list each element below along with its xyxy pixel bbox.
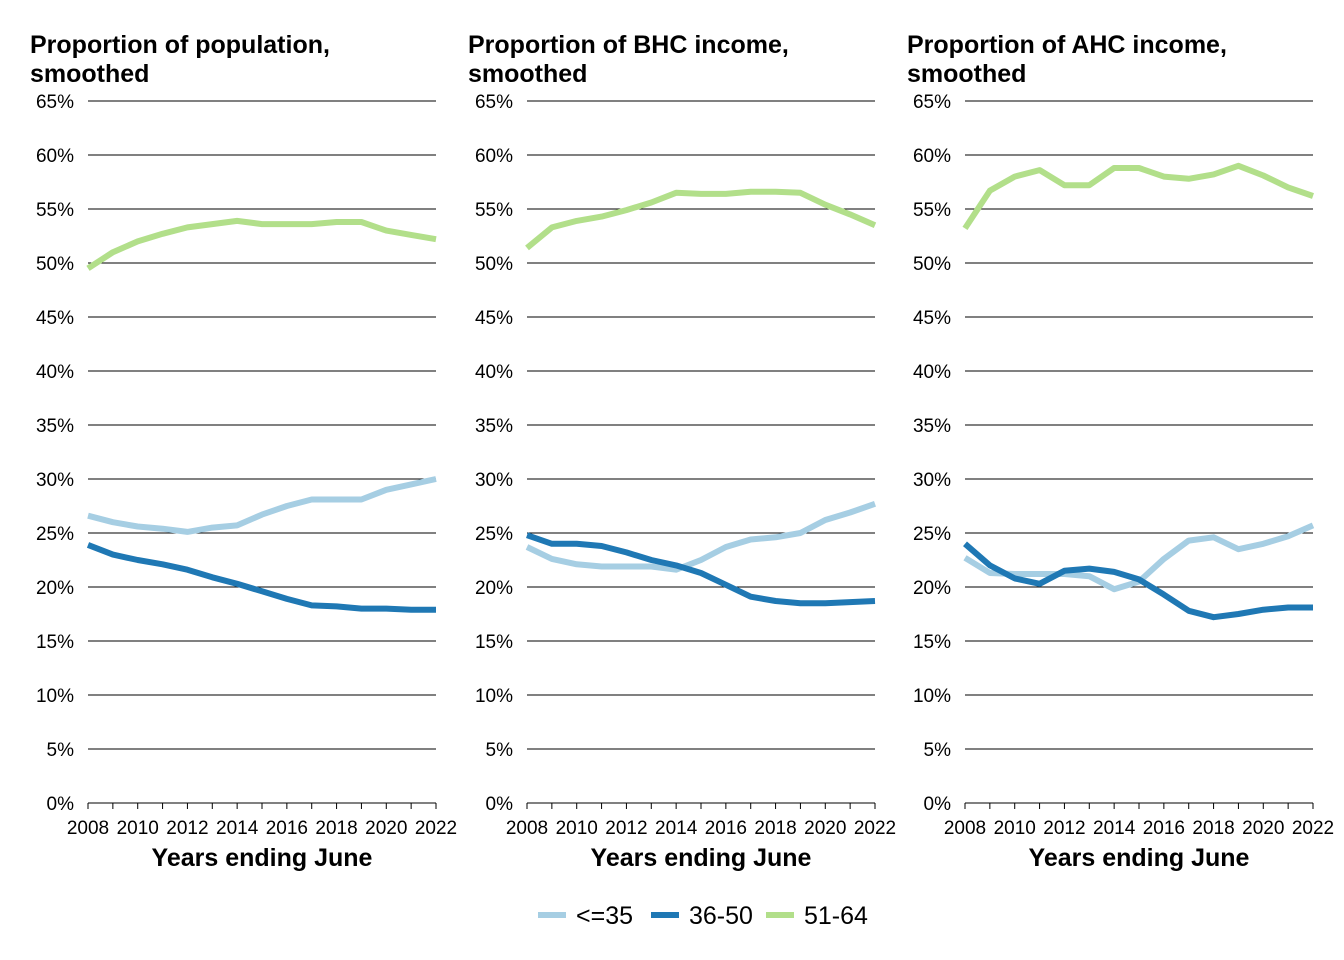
panel-1: Proportion of population, smoothed 0% 5% 10%… xyxy=(30,31,457,872)
x-axis-label: Years ending June xyxy=(152,844,373,872)
y-tick-label: 5% xyxy=(924,740,952,761)
y-tick-label: 10% xyxy=(475,686,513,707)
x-tick-label: 2018 xyxy=(315,818,357,839)
x-tick-label: 2012 xyxy=(1043,818,1085,839)
y-tick-label: 0% xyxy=(924,794,952,815)
x-tick-label: 2012 xyxy=(166,818,208,839)
x-tick-label: 2020 xyxy=(365,818,407,839)
x-axis-label: Years ending June xyxy=(1029,844,1250,872)
panel-title: Proportion of BHC income, smoothed xyxy=(468,31,789,88)
y-tick-label: 45% xyxy=(36,308,74,329)
y-tick-label: 50% xyxy=(913,254,951,275)
legend: <=35 36-50 51-64 xyxy=(538,902,868,930)
y-tick-label: 15% xyxy=(913,632,951,653)
x-tick-label: 2020 xyxy=(1242,818,1284,839)
y-tick-label: 60% xyxy=(913,146,951,167)
panel-2: Proportion of BHC income, smoothed 0% 5% 10%… xyxy=(468,31,896,872)
y-tick-label: 40% xyxy=(913,362,951,383)
series-line-p51-64 xyxy=(962,162,1314,231)
y-tick-label: 15% xyxy=(36,632,74,653)
y-tick-label: 35% xyxy=(913,416,951,437)
x-tick-label: 2016 xyxy=(1143,818,1185,839)
x-tick-label: 2016 xyxy=(705,818,747,839)
x-tick-label: 2016 xyxy=(266,818,308,839)
y-tick-label: 25% xyxy=(36,524,74,545)
x-tick-label: 2018 xyxy=(754,818,796,839)
panel-title-line: smoothed xyxy=(30,60,149,88)
series-line-p51-64 xyxy=(525,188,877,251)
y-tick-label: 10% xyxy=(36,686,74,707)
x-tick-label: 2014 xyxy=(1093,818,1136,839)
y-tick-label: 45% xyxy=(475,308,513,329)
y-tick-label: 25% xyxy=(475,524,513,545)
legend-label: 36-50 xyxy=(689,902,753,930)
series-line-p36-50 xyxy=(526,532,876,607)
x-tick-label: 2022 xyxy=(415,818,457,839)
legend-label: 51-64 xyxy=(804,902,868,930)
x-tick-label: 2010 xyxy=(994,818,1036,839)
y-tick-label: 20% xyxy=(475,578,513,599)
series-line-p36-50 xyxy=(963,541,1313,621)
x-tick-label: 2008 xyxy=(944,818,986,839)
y-tick-label: 0% xyxy=(486,794,514,815)
y-tick-label: 55% xyxy=(475,200,513,221)
x-tick-label: 2008 xyxy=(506,818,548,839)
y-tick-label: 50% xyxy=(36,254,74,275)
y-tick-label: 30% xyxy=(475,470,513,491)
y-tick-label: 5% xyxy=(47,740,75,761)
y-tick-label: 0% xyxy=(47,794,75,815)
x-tick-label: 2014 xyxy=(216,818,259,839)
x-tick-label: 2018 xyxy=(1192,818,1234,839)
y-tick-label: 20% xyxy=(36,578,74,599)
y-tick-label: 25% xyxy=(913,524,951,545)
y-tick-label: 30% xyxy=(36,470,74,491)
y-tick-label: 35% xyxy=(475,416,513,437)
x-tick-label: 2008 xyxy=(67,818,109,839)
y-tick-label: 55% xyxy=(36,200,74,221)
y-tick-label: 50% xyxy=(475,254,513,275)
y-tick-label: 10% xyxy=(913,686,951,707)
panel-title: Proportion of population, smoothed xyxy=(30,31,330,88)
x-tick-label: 2014 xyxy=(655,818,698,839)
x-tick-label: 2010 xyxy=(117,818,159,839)
y-tick-label: 65% xyxy=(475,92,513,113)
y-tick-label: 40% xyxy=(36,362,74,383)
panel-title-line: Proportion of population, xyxy=(30,31,330,59)
y-tick-label: 40% xyxy=(475,362,513,383)
y-tick-label: 5% xyxy=(486,740,514,761)
x-tick-label: 2022 xyxy=(854,818,896,839)
panel-title: Proportion of AHC income, smoothed xyxy=(907,31,1227,88)
legend-item: 51-64 xyxy=(766,902,868,930)
y-tick-label: 15% xyxy=(475,632,513,653)
x-tick-label: 2022 xyxy=(1292,818,1334,839)
legend-label: <=35 xyxy=(576,902,633,930)
y-tick-label: 60% xyxy=(36,146,74,167)
legend-item: 36-50 xyxy=(651,902,753,930)
x-tick-label: 2010 xyxy=(556,818,598,839)
x-axis-label: Years ending June xyxy=(591,844,812,872)
series-line-p51-64 xyxy=(86,217,437,271)
panel-title-line: Proportion of AHC income, xyxy=(907,31,1227,59)
y-tick-label: 60% xyxy=(475,146,513,167)
x-tick-label: 2020 xyxy=(804,818,846,839)
x-tick-label: 2012 xyxy=(605,818,647,839)
panel-3: Proportion of AHC income, smoothed 0% 5% 10%… xyxy=(907,31,1334,872)
series-line-le35 xyxy=(525,500,876,573)
y-tick-label: 20% xyxy=(913,578,951,599)
panel-title-line: smoothed xyxy=(468,60,587,88)
series-line-p36-50 xyxy=(86,542,436,613)
y-tick-label: 35% xyxy=(36,416,74,437)
y-tick-label: 45% xyxy=(913,308,951,329)
panel-title-line: smoothed xyxy=(907,60,1026,88)
y-tick-label: 30% xyxy=(913,470,951,491)
y-tick-label: 65% xyxy=(913,92,951,113)
y-tick-label: 55% xyxy=(913,200,951,221)
y-tick-label: 65% xyxy=(36,92,74,113)
panel-title-line: Proportion of BHC income, xyxy=(468,31,789,59)
series-line-le35 xyxy=(87,476,437,535)
legend-item: <=35 xyxy=(538,902,633,930)
